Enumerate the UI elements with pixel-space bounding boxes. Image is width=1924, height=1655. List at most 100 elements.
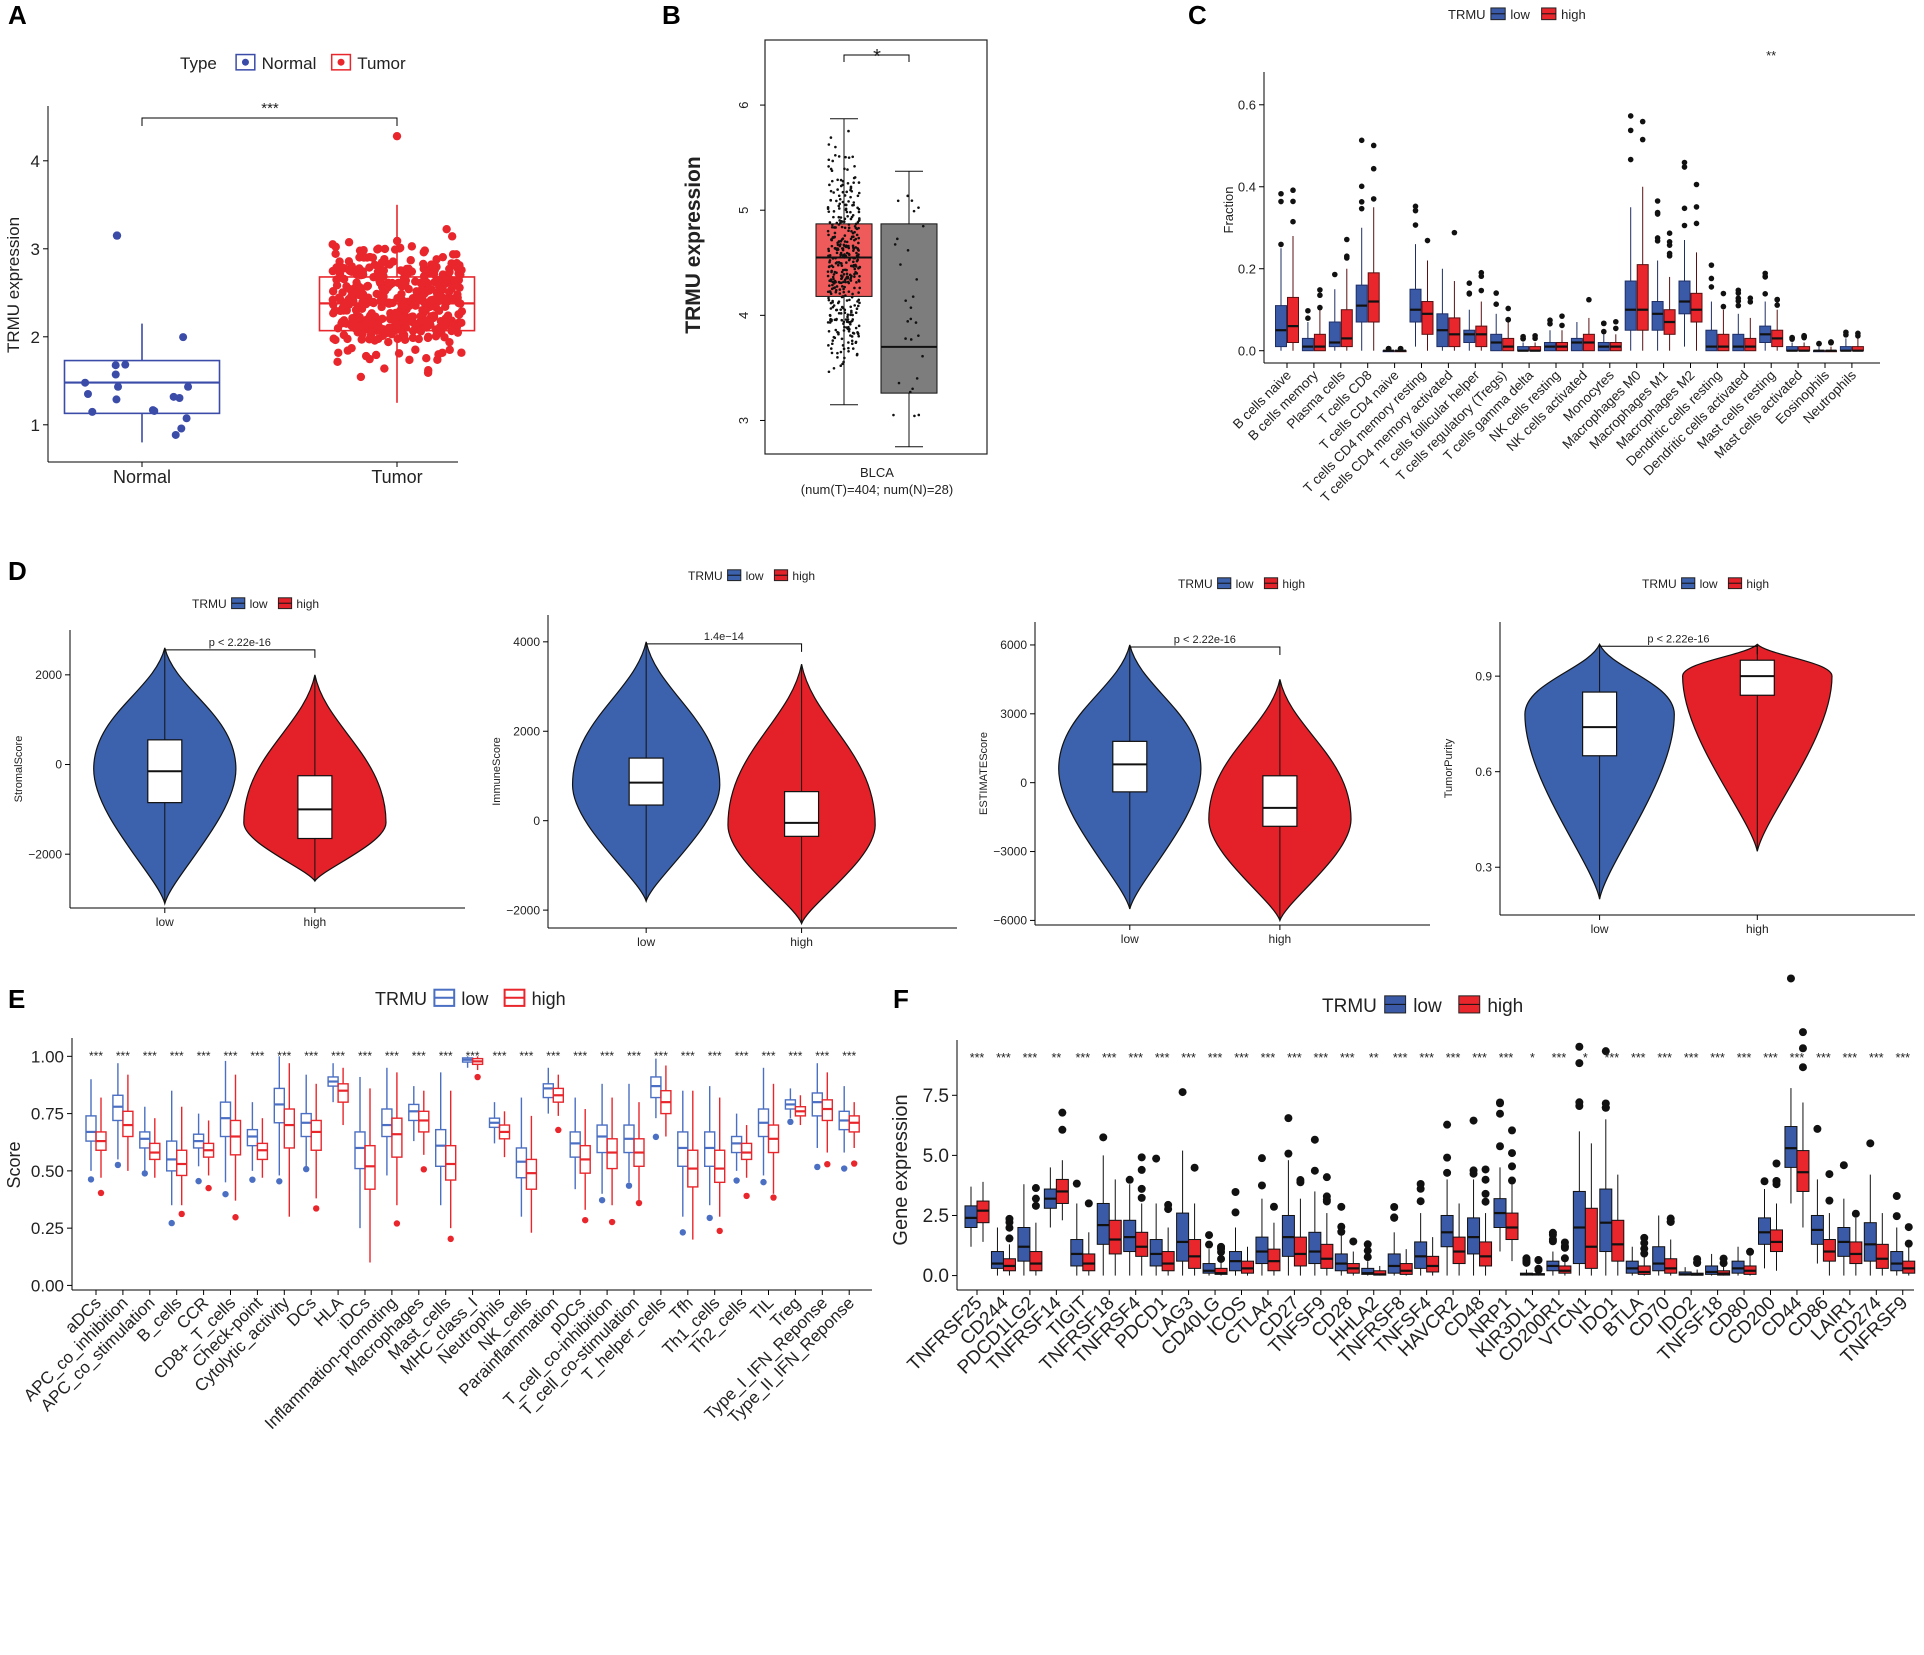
panel-f-outlier <box>1005 1234 1014 1243</box>
panel-e-outlier <box>555 1126 562 1134</box>
panel-e-outlier <box>420 1166 427 1173</box>
panel-e-significance: *** <box>170 1049 184 1063</box>
panel-f-outlier <box>1205 1231 1214 1240</box>
panel-c-outlier <box>1789 335 1795 341</box>
panel-d-0-bracket <box>164 649 316 658</box>
panel-e-outlier <box>168 1219 175 1227</box>
panel-f-high-18-box <box>1452 1236 1466 1265</box>
panel-f-outlier <box>1601 1099 1610 1108</box>
panel-b-point <box>829 279 833 283</box>
panel-e-high-16-box <box>525 1158 538 1190</box>
panel-b-point <box>847 246 851 250</box>
panel-e-high-28-box <box>848 1115 860 1133</box>
panel-b-point <box>827 158 831 162</box>
panel-c-outlier <box>1774 296 1780 303</box>
panel-b-point <box>845 272 849 276</box>
panel-a-point <box>448 250 458 259</box>
panel-b-point <box>854 270 857 274</box>
panel-f-high-1-box <box>1002 1258 1016 1272</box>
panel-b-point <box>827 254 830 258</box>
panel-f-outlier <box>1125 1175 1134 1184</box>
panel-b-point <box>843 285 846 289</box>
panel-d-2-y-tick-label: 0 <box>1020 776 1027 790</box>
panel-b-point <box>909 306 913 309</box>
panel-b-point <box>836 188 839 191</box>
panel-b-point <box>828 290 832 293</box>
panel-d-0-y-tick-label: 2000 <box>35 668 62 682</box>
panel-f-high-2-box <box>1029 1251 1043 1272</box>
panel-f-outlier <box>1760 1177 1769 1186</box>
panel-b-point <box>834 153 837 157</box>
panel-b-point <box>831 339 835 342</box>
panel-e-y-tick-label: 1.00 <box>31 1047 64 1066</box>
panel-c-outlier <box>1762 291 1768 297</box>
panel-f-significance: *** <box>1684 1051 1699 1065</box>
panel-b-point <box>856 220 860 224</box>
panel-f-low-14-box <box>1334 1253 1348 1272</box>
panel-f-high-34-box <box>1875 1243 1889 1269</box>
panel-c-outlier <box>1639 136 1646 143</box>
panel-a-point <box>406 256 415 265</box>
panel-a-point <box>340 264 349 273</box>
panel-b-point <box>911 387 914 391</box>
panel-f-outlier <box>1137 1153 1146 1162</box>
panel-d-3-x-label: low <box>1591 922 1609 936</box>
panel-b-point <box>851 313 854 317</box>
panel-d-2-legend-key-0: low <box>1217 577 1254 591</box>
panel-b-point <box>841 200 845 204</box>
panel-b-point <box>855 352 859 356</box>
panel-b-point <box>839 308 843 311</box>
panel-c-outlier <box>1666 253 1673 259</box>
panel-b-point <box>842 320 846 324</box>
panel-e-low-13-box <box>435 1128 447 1167</box>
panel-letter-f: F <box>893 984 909 1014</box>
panel-d-1-x-label: high <box>790 935 813 949</box>
panel-e-outlier <box>447 1235 454 1243</box>
panel-b-point <box>827 247 830 251</box>
panel-b-point <box>917 334 920 337</box>
panel-f-outlier <box>1390 1202 1399 1211</box>
panel-a-point <box>378 314 387 324</box>
panel-b-point <box>857 324 861 328</box>
panel-f-significance: *** <box>1102 1051 1117 1065</box>
panel-f-high-24-box <box>1611 1219 1625 1262</box>
panel-a-point <box>344 296 353 305</box>
panel-a-point <box>361 351 371 361</box>
panel-b-point <box>842 360 845 364</box>
panel-c-high-0-box <box>1287 296 1299 344</box>
panel-d-0-legend-key-1: high <box>277 597 319 611</box>
panel-f-significance: ** <box>1051 1051 1061 1065</box>
panel-f-low-35-box <box>1890 1251 1904 1272</box>
panel-c-outlier <box>1693 204 1700 210</box>
panel-b-point <box>843 325 846 329</box>
panel-a-point <box>371 312 380 321</box>
panel-c-low-0-box <box>1275 305 1287 348</box>
panel-b-point <box>857 210 861 214</box>
panel-b-point <box>839 253 843 256</box>
panel-c-high-13-box <box>1636 264 1649 331</box>
panel-a-x-label: Tumor <box>371 467 422 487</box>
panel-c-low-1-box <box>1301 337 1314 352</box>
panel-d-3-legend-label: low <box>1700 577 1718 591</box>
panel-c-high-5-box <box>1421 301 1434 335</box>
panel-b-point <box>831 159 834 163</box>
panel-b-point <box>827 210 831 213</box>
panel-a-point <box>111 361 120 370</box>
panel-b-point <box>850 189 854 193</box>
panel-c-low-5-box <box>1409 288 1422 323</box>
panel-b-point <box>827 344 830 347</box>
panel-f-outlier <box>1719 1259 1728 1268</box>
panel-e-low-10-box <box>354 1131 366 1170</box>
panel-b-point <box>858 286 862 290</box>
panel-a-point <box>399 301 408 310</box>
panel-e-outlier <box>635 1199 643 1207</box>
panel-c-legend-title: TRMU <box>1448 7 1486 22</box>
panel-e-outlier <box>841 1165 848 1172</box>
panel-b-point <box>836 247 839 250</box>
panel-c-y-tick-label: 0.2 <box>1238 261 1256 276</box>
panel-a-point <box>404 264 413 274</box>
panel-b-point <box>846 315 849 319</box>
panel-c-outlier <box>1290 187 1296 194</box>
